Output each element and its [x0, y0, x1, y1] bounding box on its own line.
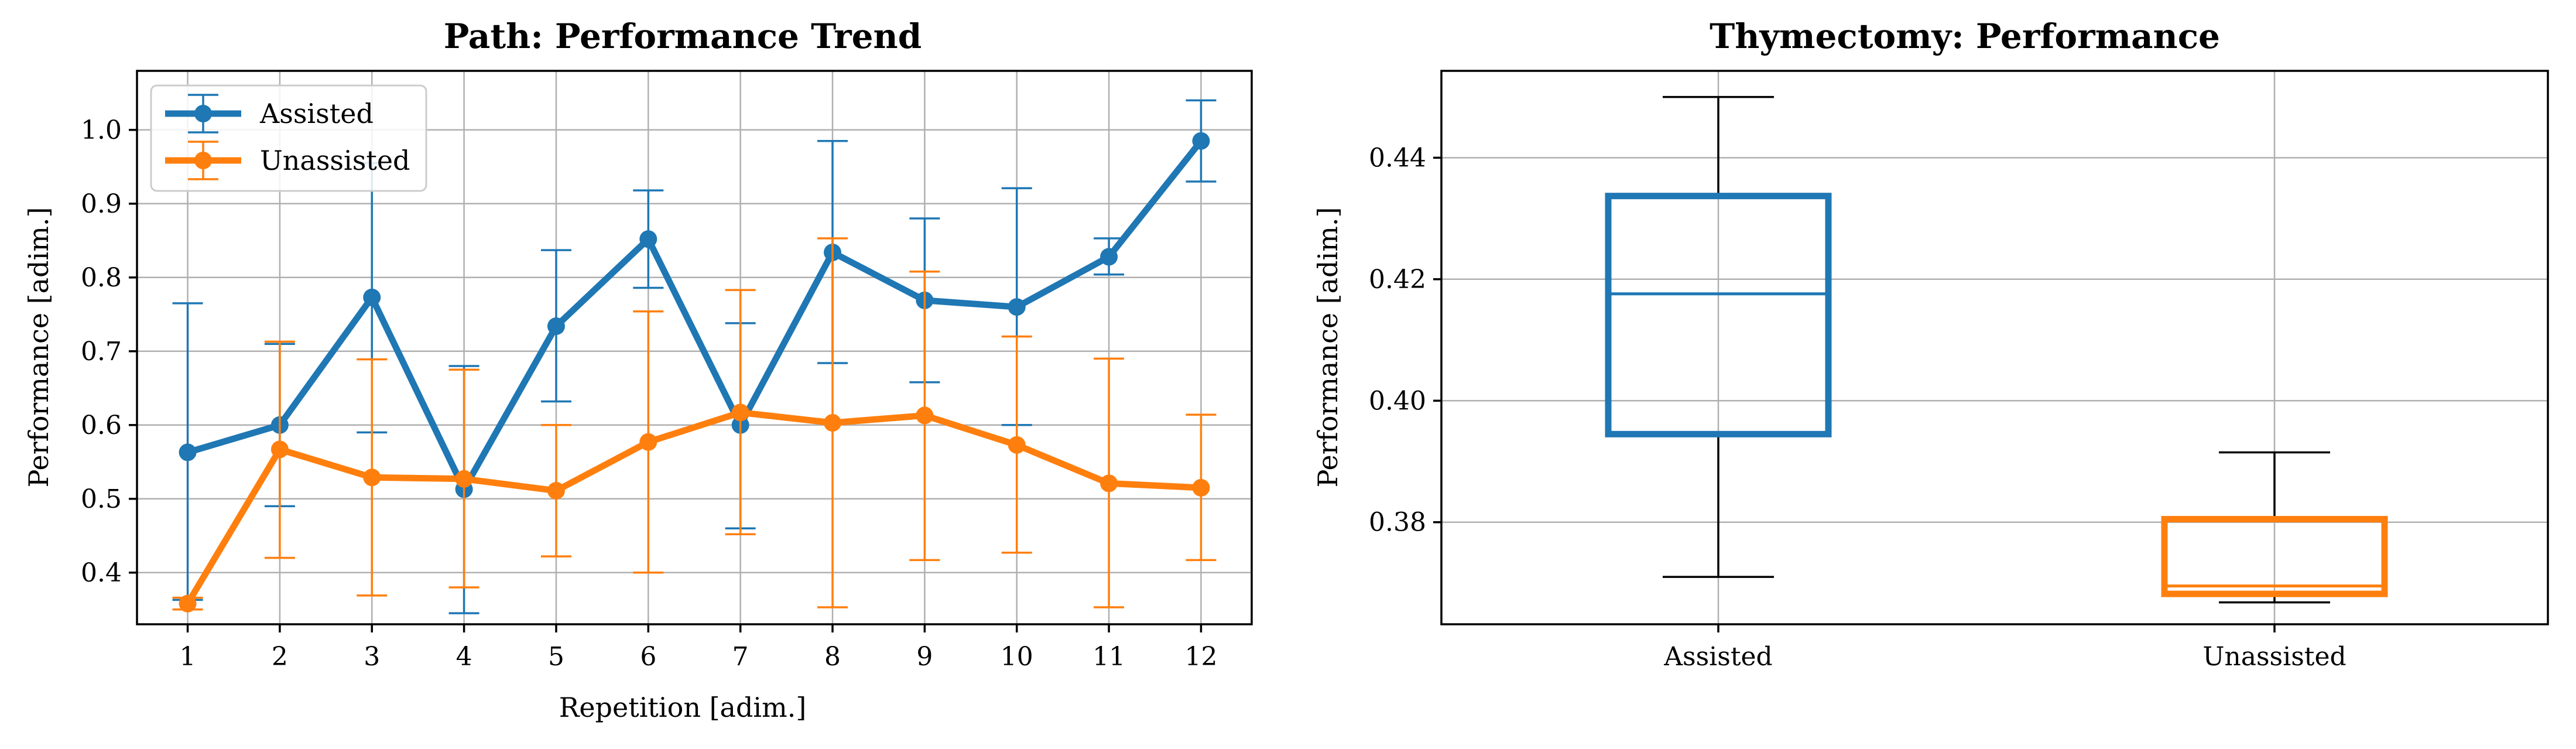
trend-series — [172, 99, 1217, 614]
unassisted-box — [2161, 516, 2388, 597]
unassisted-data-point — [363, 468, 381, 487]
trend-y-axis-label: Performance [adim.] — [23, 207, 54, 488]
assisted-series-line — [186, 139, 1204, 493]
trend-x-tick-label: 4 — [456, 642, 472, 672]
box-x-tick-label: Assisted — [1663, 642, 1772, 672]
trend-plot-frame — [136, 70, 1253, 625]
unassisted-data-point — [1100, 474, 1118, 493]
trend-x-tick-label: 6 — [640, 642, 656, 672]
unassisted-legend-marker — [194, 152, 212, 169]
trend-x-tick-label: 9 — [916, 642, 933, 672]
trend-x-tick-label: 3 — [364, 642, 380, 672]
unassisted-data-point — [731, 403, 749, 422]
unassisted-data-point — [270, 440, 289, 459]
assisted-data-point — [363, 288, 381, 306]
trend-ticks: 1 2 3 4 5 6 7 8 9 10 11 120.40.50.60.70.80.91.0 — [81, 115, 1217, 672]
legend-item-assisted — [165, 94, 241, 134]
box-y-tick-label: 0.44 — [1369, 143, 1426, 173]
box-y-axis-label: Performance [adim.] — [1312, 207, 1344, 488]
unassisted-data-point — [179, 594, 197, 613]
trend-x-tick-label: 12 — [1184, 642, 1217, 672]
box-y-tick-label: 0.40 — [1369, 386, 1426, 416]
trend-chart-title: Path: Performance Trend — [444, 16, 922, 56]
trend-x-tick-label: 7 — [732, 642, 749, 672]
assisted-data-point — [547, 317, 565, 335]
assisted-data-point — [1008, 298, 1026, 316]
trend-x-tick-label: 8 — [824, 642, 841, 672]
assisted-data-point — [1100, 248, 1118, 266]
trend-y-tick-label: 0.5 — [81, 484, 122, 514]
trend-y-tick-label: 0.7 — [81, 337, 122, 367]
legend-item-unassisted — [165, 141, 241, 180]
unassisted-data-point — [824, 414, 842, 432]
assisted-data-point — [639, 230, 657, 248]
box-y-tick-label: 0.42 — [1369, 265, 1426, 295]
box-x-tick-label: Unassisted — [2202, 642, 2346, 672]
unassisted-data-point — [639, 433, 657, 451]
unassisted-data-point — [916, 406, 934, 425]
legend-label-assisted: Assisted — [259, 98, 374, 129]
assisted-box — [1605, 193, 1832, 437]
box-ticks: Assisted Unassisted 0.38 0.40 0.42 0.44 — [1369, 143, 2347, 672]
box-plots — [1605, 95, 2388, 604]
assisted-legend-marker — [194, 105, 212, 122]
legend-label-unassisted: Unassisted — [260, 145, 410, 176]
box-chart: Thymectomy: Performance Assisted Unassist… — [1312, 16, 2549, 672]
unassisted-series-line — [184, 409, 1201, 606]
unassisted-data-point — [1008, 436, 1026, 454]
trend-x-tick-label: 10 — [1001, 642, 1033, 672]
trend-x-tick-label: 11 — [1092, 642, 1125, 672]
trend-y-tick-label: 1.0 — [81, 115, 122, 145]
trend-y-tick-label: 0.6 — [81, 411, 122, 440]
trend-x-axis-label: Repetition [adim.] — [559, 692, 807, 723]
trend-y-tick-label: 0.8 — [81, 263, 122, 293]
unassisted-data-point — [455, 470, 473, 488]
assisted-data-point — [179, 443, 197, 461]
trend-y-tick-label: 0.4 — [81, 558, 122, 588]
unassisted-data-point — [1192, 478, 1210, 497]
trend-chart: Path: Performance Trend 1 2 3 4 5 6 7 8 9 10 11 120… — [23, 16, 1253, 723]
trend-legend: Assisted Unassisted — [150, 84, 427, 192]
trend-x-tick-label: 1 — [180, 642, 196, 672]
box-plot-frame — [1440, 70, 2549, 625]
trend-y-tick-label: 0.9 — [81, 189, 122, 219]
box-y-tick-label: 0.38 — [1369, 508, 1426, 538]
assisted-data-point — [1192, 132, 1210, 150]
unassisted-data-point — [547, 481, 565, 500]
trend-x-tick-label: 2 — [272, 642, 288, 672]
box-chart-title: Thymectomy: Performance — [1710, 16, 2220, 56]
trend-x-tick-label: 5 — [548, 642, 564, 672]
